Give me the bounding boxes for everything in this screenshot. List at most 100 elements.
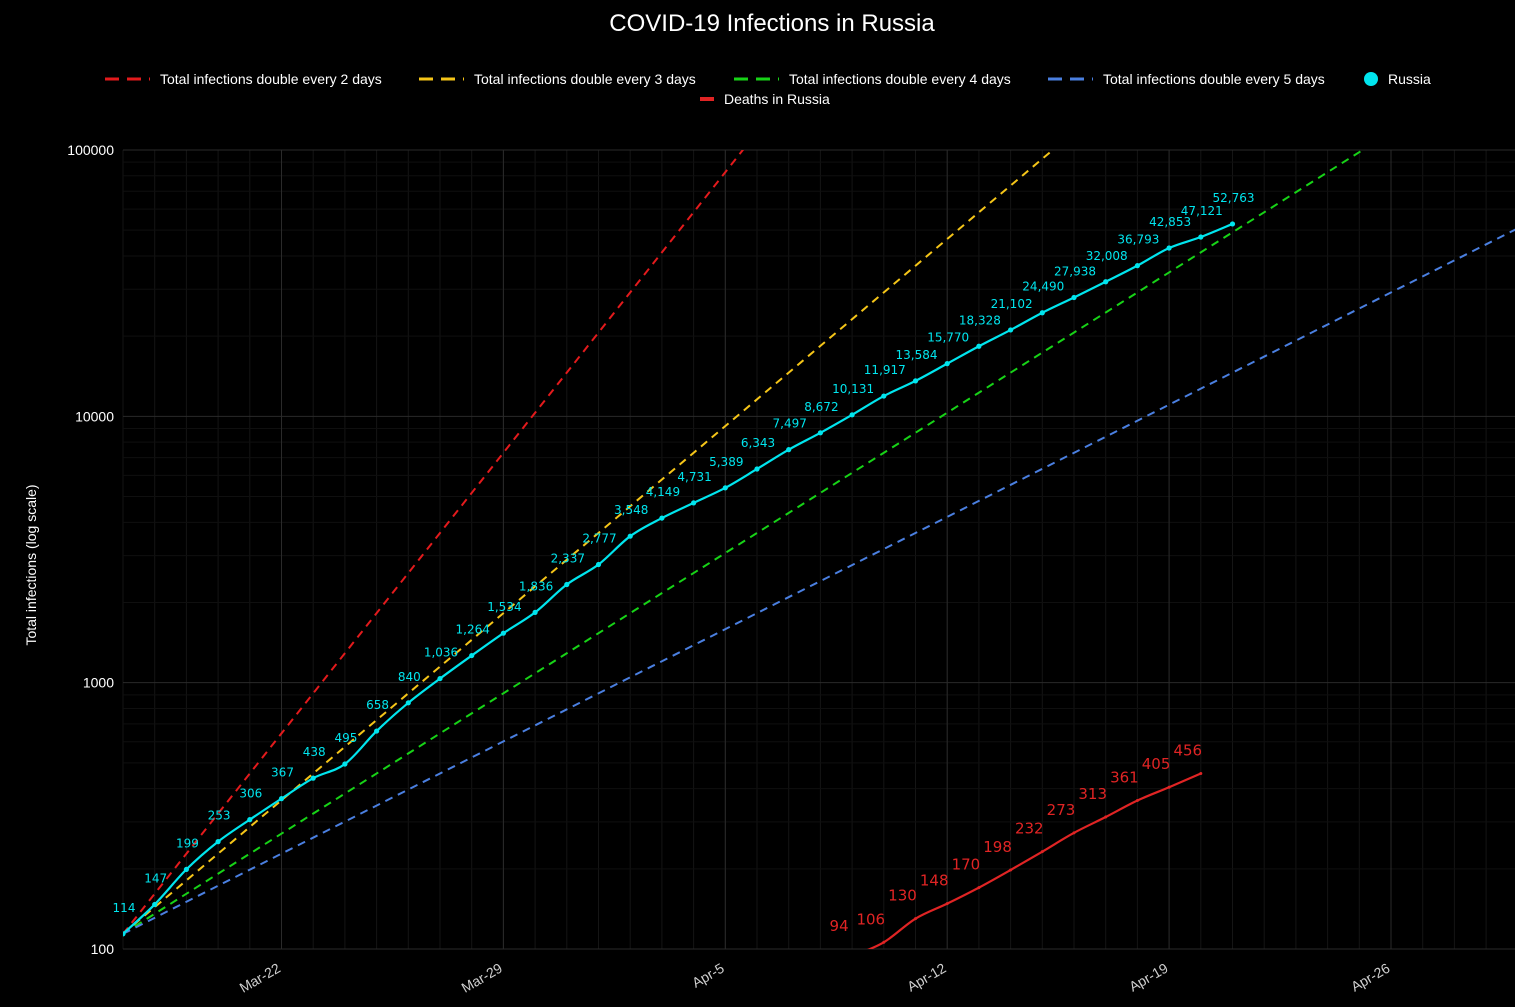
deaths-point — [882, 940, 886, 944]
russia-point — [247, 817, 253, 823]
russia-point — [659, 515, 665, 521]
russia-data-label: 5,389 — [709, 455, 743, 469]
deaths-point — [945, 902, 949, 906]
russia-data-label: 658 — [366, 698, 389, 712]
russia-point — [123, 931, 126, 937]
deaths-data-label: 361 — [1110, 769, 1139, 787]
deaths-point — [1199, 771, 1203, 775]
deaths-point — [977, 886, 981, 890]
russia-point — [437, 675, 443, 682]
deaths-data-label: 456 — [1173, 741, 1202, 759]
russia-data-label: 11,917 — [864, 363, 906, 377]
russia-data-label: 1,264 — [456, 623, 490, 637]
legend-label: Total infections double every 3 days — [474, 71, 696, 87]
russia-point — [912, 378, 919, 384]
russia-data-label: 1,036 — [424, 646, 458, 660]
legend-label: Deaths in Russia — [724, 91, 830, 107]
russia-data-label: 27,938 — [1054, 264, 1096, 278]
russia-data-label: 6,343 — [741, 436, 775, 450]
russia-data-label: 367 — [271, 766, 294, 780]
russia-point — [1103, 279, 1109, 285]
russia-data-label: 10,131 — [832, 382, 874, 396]
russia-point — [405, 700, 411, 706]
russia-data-label: 18,328 — [959, 313, 1001, 327]
deaths-point — [1104, 815, 1108, 819]
russia-point — [1008, 327, 1014, 333]
russia-point — [976, 343, 982, 349]
russia-point — [786, 447, 792, 453]
russia-point — [183, 866, 189, 873]
y-axis-label: Total infections (log scale) — [23, 484, 39, 645]
russia-data-label: 4,731 — [677, 470, 711, 484]
russia-point — [310, 775, 316, 781]
legend-swatch-circle — [1364, 72, 1378, 86]
russia-data-label: 36,793 — [1117, 233, 1159, 247]
legend-item-4: Total infections double every 5 days — [1048, 71, 1325, 87]
russia-point — [374, 728, 380, 734]
deaths-point — [1040, 850, 1044, 854]
deaths-line — [867, 772, 1202, 949]
legend-item-1: Total infections double every 2 days — [105, 71, 382, 87]
russia-point — [342, 761, 348, 767]
grid — [122, 149, 1515, 950]
russia-data-label: 52,763 — [1213, 191, 1255, 205]
russia-line — [123, 222, 1233, 935]
deaths-data-label: 170 — [952, 856, 981, 874]
legend-label: Total infections double every 4 days — [789, 71, 1011, 87]
deaths-data-label: 232 — [1015, 820, 1044, 838]
russia-data-label: 438 — [303, 745, 326, 759]
russia-point — [500, 630, 506, 636]
doubling-line-4-days — [123, 150, 1365, 935]
deaths-data-label: 313 — [1078, 785, 1107, 803]
russia-data-label: 147 — [144, 871, 167, 885]
russia-point — [564, 581, 570, 588]
deaths-data-label: 273 — [1047, 801, 1076, 819]
russia-point — [817, 430, 824, 436]
russia-point — [691, 500, 697, 506]
russia-point — [1134, 263, 1140, 269]
russia-point — [754, 466, 760, 472]
russia-point — [278, 796, 285, 802]
deaths-point — [1167, 785, 1171, 789]
russia-point — [722, 485, 728, 491]
russia-point — [1071, 294, 1077, 301]
deaths-point — [914, 917, 917, 921]
russia-data-label: 840 — [398, 670, 421, 684]
russia-data-label: 13,584 — [896, 348, 938, 362]
russia-point — [1039, 310, 1045, 316]
deaths-data-label: 106 — [856, 910, 885, 928]
russia-point — [595, 561, 602, 568]
y-axis-ticks: 100 1000 10000 100000 — [67, 142, 114, 957]
russia-data-label: 4,149 — [646, 485, 680, 499]
deaths-data-label: 130 — [888, 887, 917, 905]
russia-data-label: 2,777 — [582, 532, 616, 546]
legend-item-6: Deaths in Russia — [700, 91, 830, 107]
russia-data-label: 47,121 — [1181, 204, 1223, 218]
russia-point — [849, 412, 855, 418]
russia-point — [1166, 245, 1172, 251]
russia-point — [152, 901, 158, 908]
deaths-data-label: 198 — [983, 838, 1012, 856]
russia-data-label: 199 — [176, 836, 199, 850]
deaths-point — [1072, 831, 1076, 835]
russia-point — [469, 652, 475, 659]
legend: Total infections double every 2 days Tota… — [105, 71, 1431, 107]
russia-point — [1198, 234, 1204, 240]
deaths-point — [1009, 868, 1013, 872]
russia-data-label: 1,534 — [487, 600, 521, 614]
y-tick-label: 10000 — [75, 408, 114, 424]
russia-data-label: 42,853 — [1149, 215, 1191, 229]
deaths-data-label: 148 — [920, 872, 949, 890]
russia-data-label: 2,337 — [551, 551, 585, 565]
russia-data-label: 114 — [113, 901, 136, 915]
deaths-data-label: 405 — [1142, 755, 1171, 773]
russia-data-label: 15,770 — [927, 331, 969, 345]
y-tick-label: 100000 — [67, 142, 114, 158]
russia-data-label: 495 — [334, 731, 357, 745]
russia-data-label: 306 — [239, 787, 262, 801]
russia-point — [215, 839, 221, 845]
russia-data-label: 21,102 — [991, 297, 1033, 311]
doubling-line-5-days — [123, 228, 1515, 935]
russia-point — [532, 609, 538, 615]
